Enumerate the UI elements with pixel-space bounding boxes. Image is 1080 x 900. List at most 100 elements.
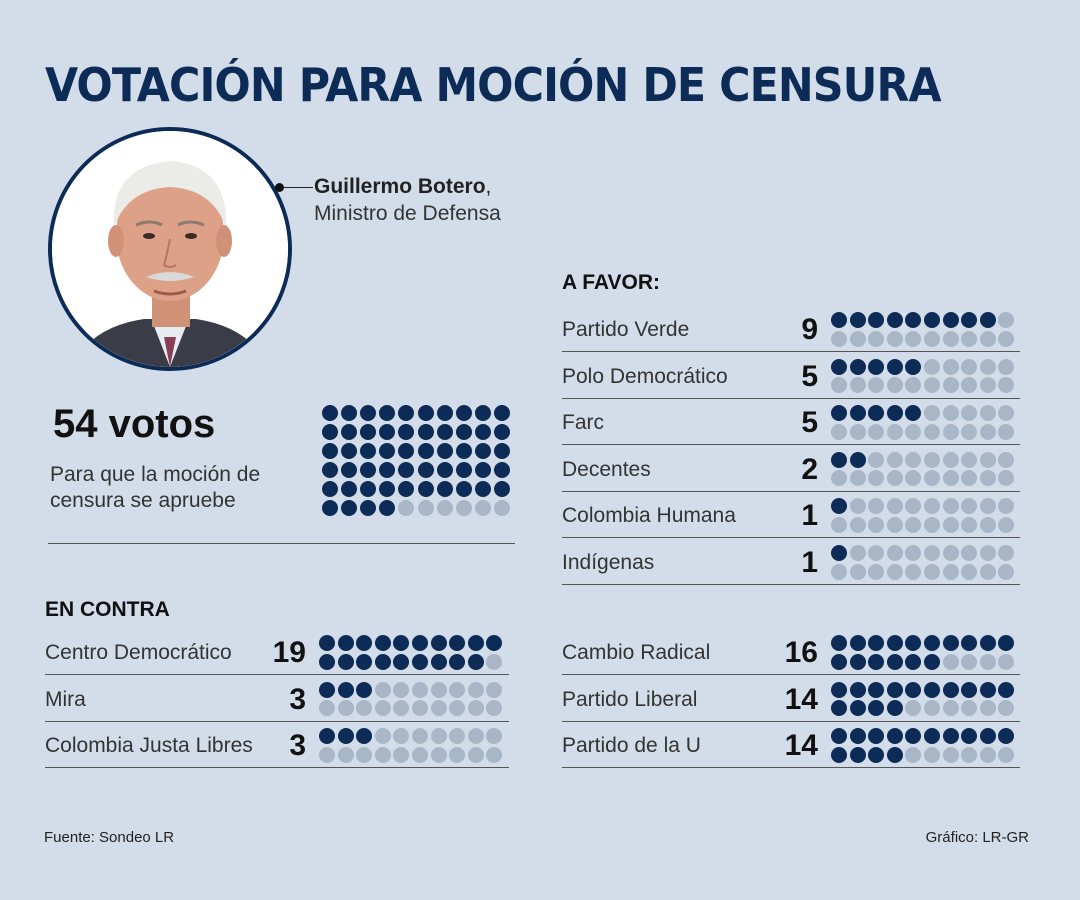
threshold-dot-filled (379, 405, 396, 421)
vote-dot-empty (924, 545, 940, 561)
vote-dot-filled (868, 746, 885, 763)
party-name: Colombia Humana (562, 504, 736, 528)
threshold-dot-filled (417, 481, 434, 497)
vote-dot-filled (868, 728, 885, 744)
vote-dot-empty (486, 653, 503, 670)
vote-dot-filled (905, 681, 922, 698)
threshold-dot-filled (493, 424, 510, 440)
threshold-dot-filled (474, 443, 491, 459)
vote-dot-filled (319, 681, 335, 698)
vote-dot-filled (868, 358, 885, 375)
vote-dot-empty (467, 746, 484, 763)
vote-dot-filled (868, 653, 885, 670)
vote-dot-empty (998, 377, 1015, 394)
threshold-dot-filled (341, 481, 358, 497)
vote-dot-empty (831, 516, 847, 533)
vote-dot-filled (831, 700, 847, 716)
pointer-dot (275, 183, 284, 192)
vote-dot-empty (886, 516, 903, 533)
vote-dot-empty (849, 470, 866, 487)
vote-dot-empty (961, 423, 978, 440)
threshold-dot-filled (341, 500, 358, 516)
vote-dot-empty (849, 330, 866, 347)
threshold-dot-empty (417, 500, 434, 516)
vote-dot-filled (979, 728, 996, 744)
vote-dot-filled (393, 653, 410, 670)
threshold-dot-filled (455, 443, 472, 459)
vote-dot-empty (849, 423, 866, 440)
threshold-dot-filled (360, 443, 377, 459)
vote-dot-filled (337, 653, 354, 670)
vote-dot-empty (979, 470, 996, 487)
vote-dot-empty (998, 451, 1015, 468)
vote-dot-filled (905, 653, 922, 670)
threshold-dot-filled (493, 405, 510, 421)
party-name: Decentes (562, 457, 651, 481)
vote-dot-filled (868, 681, 885, 698)
vote-dot-empty (905, 423, 922, 440)
vote-dot-empty (942, 451, 959, 468)
vote-dot-empty (393, 700, 410, 716)
vote-dot-filled (374, 653, 391, 670)
threshold-dot-filled (322, 405, 338, 421)
vote-dot-empty (961, 563, 978, 580)
vote-dot-empty (868, 451, 885, 468)
vote-dot-empty (979, 423, 996, 440)
threshold-dot-filled (398, 424, 415, 440)
threshold-dot-filled (455, 481, 472, 497)
vote-dot-empty (412, 700, 428, 716)
vote-dot-empty (998, 498, 1015, 515)
vote-dot-empty (979, 377, 996, 394)
vote-dot-filled (924, 681, 940, 698)
vote-dot-empty (449, 746, 466, 763)
vote-dot-filled (412, 653, 428, 670)
person-name-comma: , (485, 175, 492, 198)
threshold-dot-filled (417, 443, 434, 459)
vote-dot-empty (831, 377, 847, 394)
vote-dot-filled (886, 681, 903, 698)
threshold-dot-filled (341, 424, 358, 440)
vote-dot-empty (886, 498, 903, 515)
vote-dot-empty (430, 700, 447, 716)
vote-dot-filled (831, 635, 847, 651)
vote-dot-empty (961, 358, 978, 375)
row-separator (562, 351, 1020, 352)
vote-dot-empty (924, 358, 940, 375)
vote-dot-empty (467, 700, 484, 716)
vote-dot-filled (849, 358, 866, 375)
vote-dot-empty (924, 470, 940, 487)
vote-dot-empty (924, 451, 940, 468)
vote-dot-empty (961, 545, 978, 561)
vote-dot-filled (849, 681, 866, 698)
vote-dot-filled (942, 635, 959, 651)
vote-dot-filled (961, 312, 978, 328)
threshold-dot-filled (398, 462, 415, 478)
vote-dot-empty (942, 516, 959, 533)
vote-count: 5 (801, 359, 818, 393)
pointer-line (283, 187, 313, 188)
row-separator (45, 767, 509, 768)
threshold-dot-filled (417, 424, 434, 440)
vote-dot-empty (998, 470, 1015, 487)
person-role: Ministro de Defensa (314, 202, 501, 225)
vote-dot-empty (905, 700, 922, 716)
vote-dot-empty (924, 498, 940, 515)
vote-dot-filled (886, 635, 903, 651)
vote-dot-empty (942, 330, 959, 347)
party-name: Farc (562, 411, 604, 435)
vote-dot-empty (979, 545, 996, 561)
vote-dot-empty (942, 405, 959, 422)
vote-dot-empty (868, 377, 885, 394)
vote-dot-filled (849, 451, 866, 468)
vote-dot-empty (961, 451, 978, 468)
threshold-dot-filled (322, 500, 338, 516)
vote-dot-empty (467, 681, 484, 698)
vote-dot-empty (979, 700, 996, 716)
party-name: Indígenas (562, 551, 655, 574)
threshold-dot-filled (455, 462, 472, 478)
vote-dot-empty (412, 681, 428, 698)
vote-dot-empty (886, 451, 903, 468)
vote-dot-empty (924, 330, 940, 347)
vote-dot-filled (831, 312, 847, 328)
vote-dot-empty (337, 700, 354, 716)
